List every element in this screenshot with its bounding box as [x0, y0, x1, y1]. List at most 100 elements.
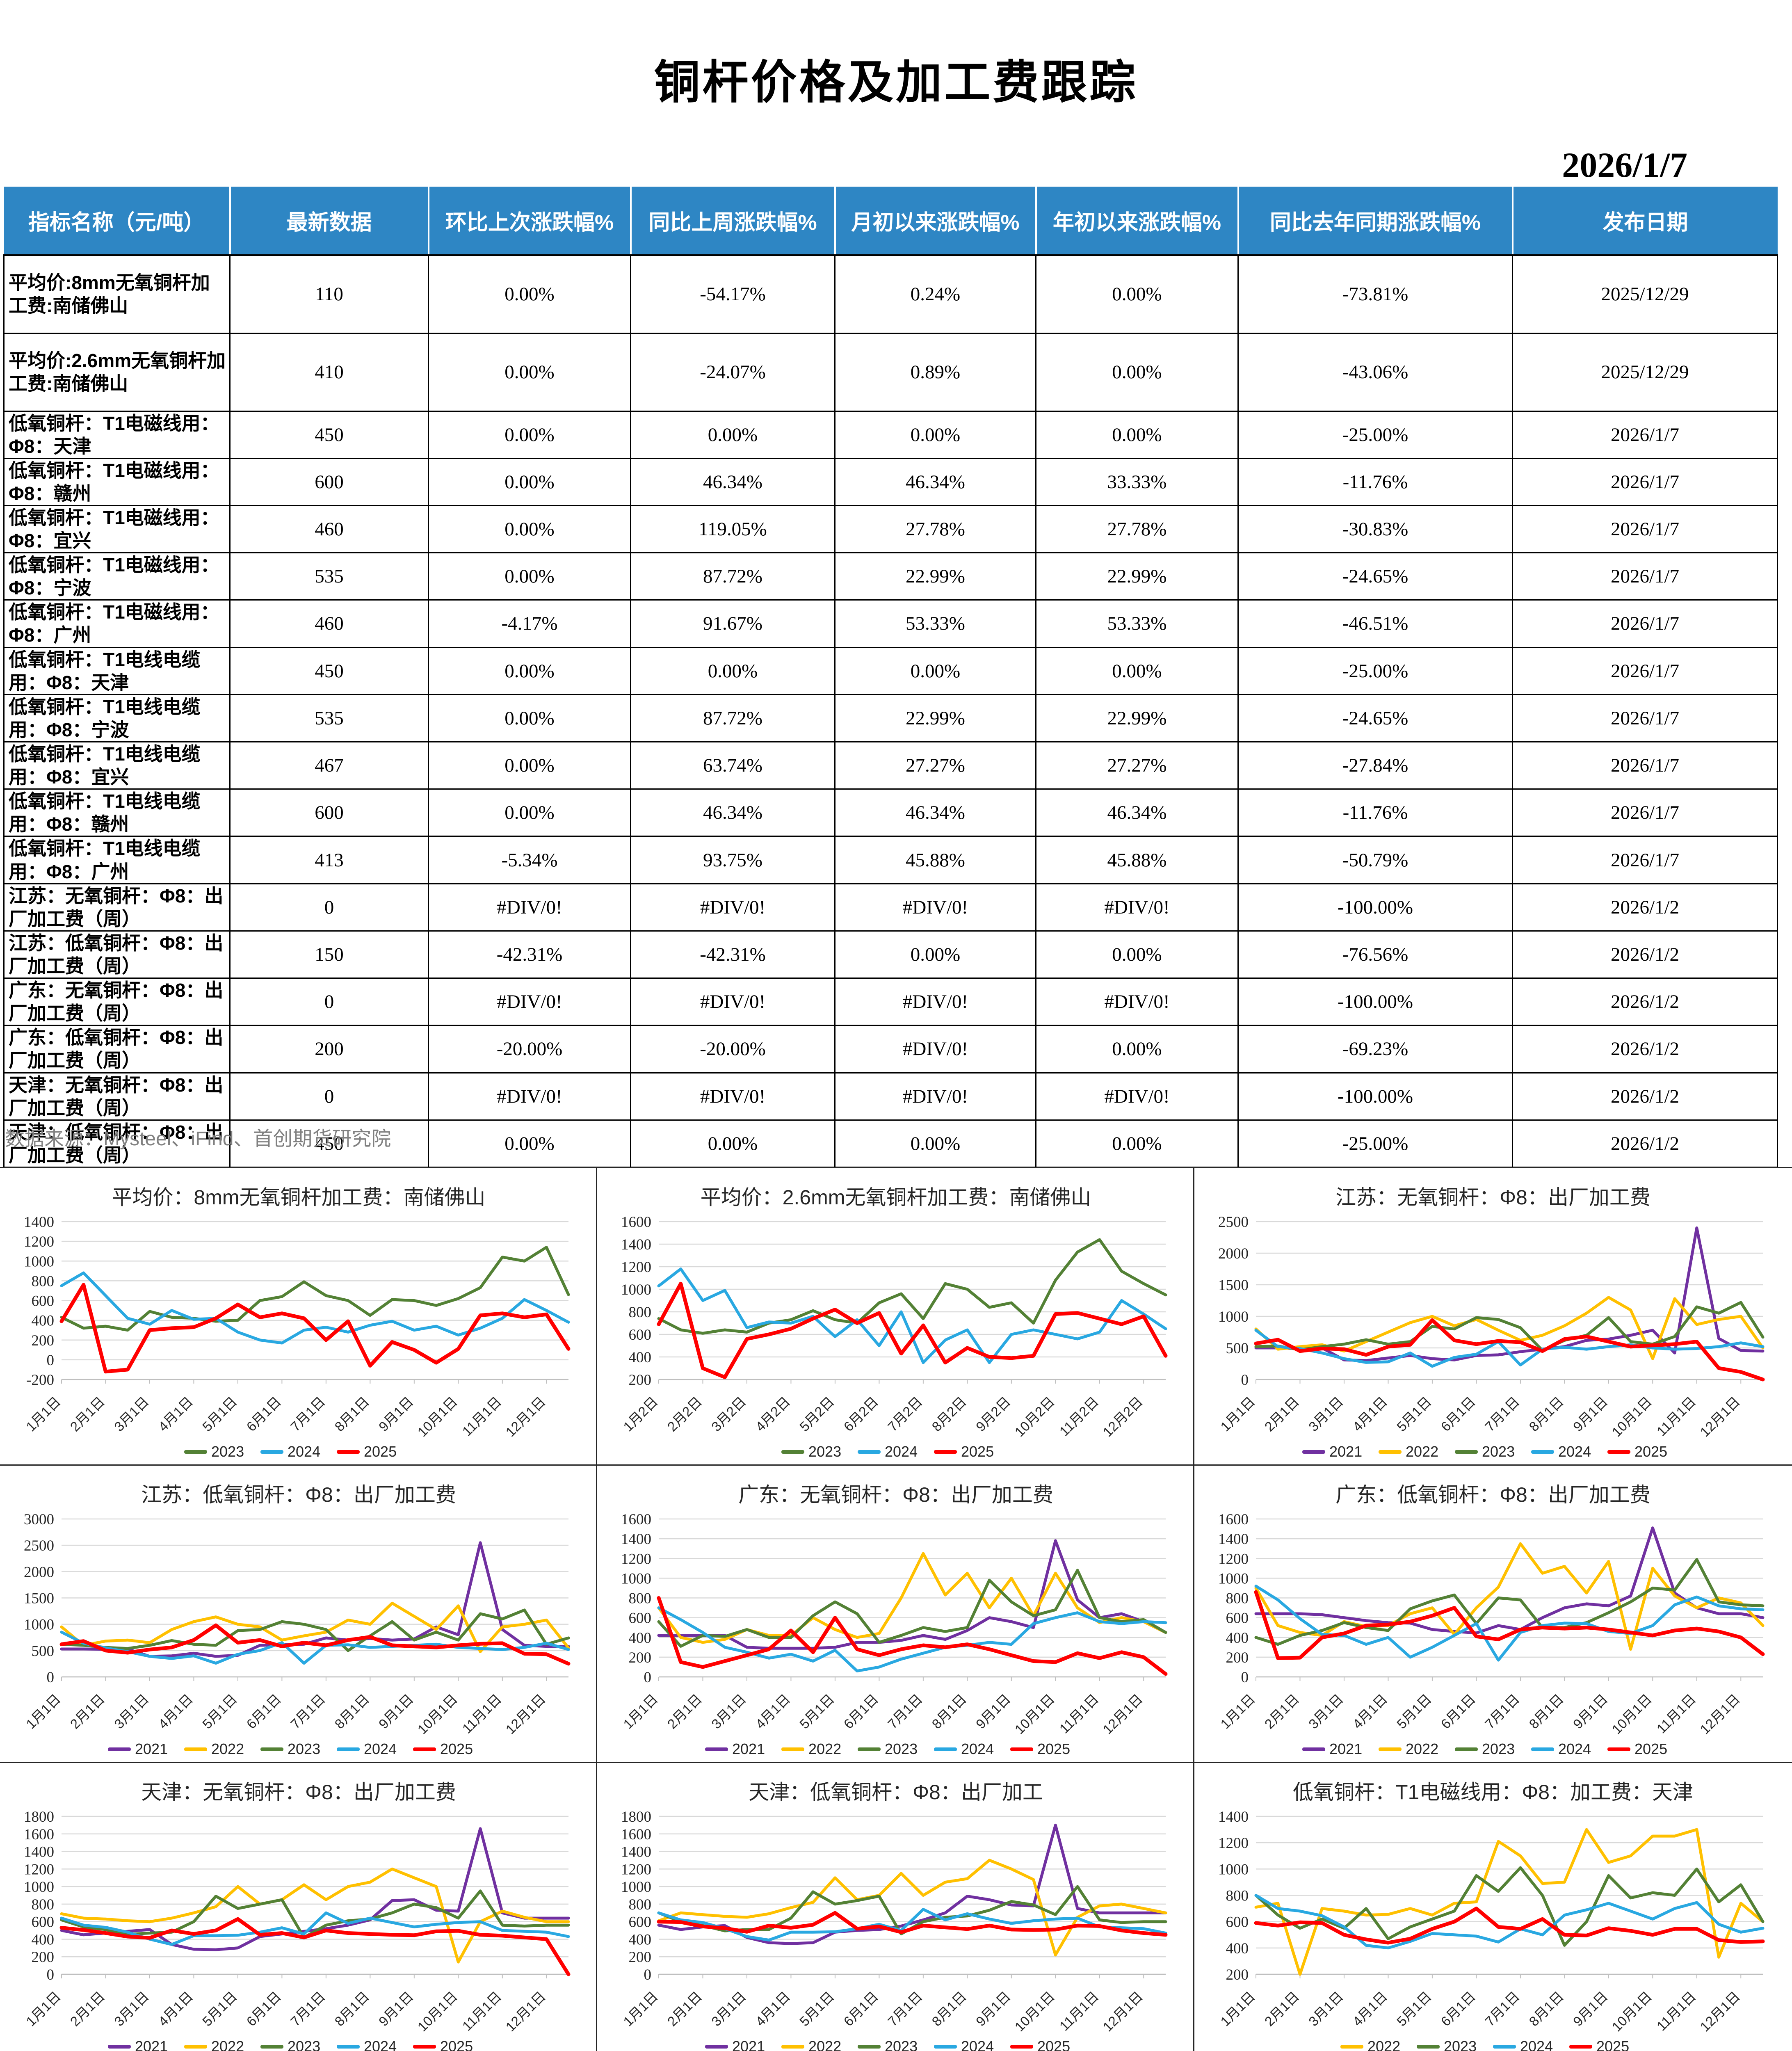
table-cell: 22.99%	[834, 552, 1036, 601]
table-cell: 46.34%	[630, 788, 836, 837]
svg-text:1200: 1200	[621, 1861, 651, 1878]
table-cell: 0.00%	[428, 1119, 631, 1168]
svg-text:7月1日: 7月1日	[1482, 1989, 1523, 2029]
indicator-name: 平均价:2.6mm无氧铜杆加工费:南储佛山	[3, 332, 231, 412]
table-cell: -25.00%	[1237, 1119, 1513, 1168]
svg-text:4月1日: 4月1日	[155, 1989, 196, 2029]
svg-text:2500: 2500	[1218, 1214, 1249, 1231]
svg-text:2000: 2000	[1218, 1245, 1249, 1262]
svg-text:600: 600	[1226, 1610, 1249, 1627]
legend-label-2023: 2023	[1444, 2038, 1477, 2051]
chart-8: 天津：低氧铜杆：Φ8：出厂加工 0 200 400 600 800 1000 1200 1400…	[597, 1763, 1194, 2051]
series-line-2024	[1254, 1894, 1765, 1950]
table-cell: 46.34%	[630, 457, 836, 506]
table-cell: #DIV/0!	[1035, 1072, 1239, 1121]
legend-label-2023: 2023	[885, 2038, 918, 2051]
svg-text:3月1日: 3月1日	[111, 1691, 152, 1732]
svg-text:800: 800	[629, 1304, 652, 1321]
table-cell: 0.00%	[1035, 646, 1239, 695]
table-cell: 0.00%	[1035, 410, 1239, 459]
table-cell: 0.89%	[834, 332, 1036, 412]
indicator-name: 江苏：无氧铜杆：Φ8：出厂加工费（周）	[3, 883, 231, 932]
indicator-name: 低氧铜杆：T1电磁线用：Φ8：赣州	[3, 457, 231, 506]
svg-text:1200: 1200	[24, 1861, 54, 1878]
svg-text:11月1日: 11月1日	[1654, 1989, 1699, 2034]
svg-text:10月2日: 10月2日	[1011, 1394, 1057, 1440]
svg-text:2月1日: 2月1日	[67, 1989, 108, 2029]
svg-text:8月1日: 8月1日	[929, 1691, 970, 1732]
svg-text:5月1日: 5月1日	[199, 1989, 240, 2029]
svg-text:1000: 1000	[621, 1281, 651, 1298]
svg-text:1400: 1400	[621, 1236, 651, 1253]
price-table-header: 指标名称（元/吨） 最新数据 环比上次涨跌幅% 同比上周涨跌幅% 月初以来涨跌幅% 年初以…	[4, 187, 1778, 256]
charts-grid: 平均价：8mm无氧铜杆加工费：南储佛山 -200 0 200 400 600 800 1000…	[0, 1167, 1792, 2051]
indicator-name: 平均价:8mm无氧铜杆加工费:南储佛山	[3, 254, 231, 334]
table-cell: 0.00%	[428, 332, 631, 412]
svg-text:600: 600	[32, 1293, 55, 1310]
svg-text:6月1日: 6月1日	[244, 1394, 284, 1434]
svg-text:400: 400	[629, 1630, 652, 1647]
table-cell: 2025/12/29	[1512, 254, 1778, 334]
svg-text:1月1日: 1月1日	[620, 1989, 661, 2029]
table-cell: #DIV/0!	[834, 883, 1036, 932]
series-line-2025	[1254, 1590, 1765, 1660]
table-cell: 27.78%	[1035, 505, 1239, 554]
legend-label-2025: 2025	[364, 1443, 397, 1460]
table-cell: 2026/1/7	[1512, 646, 1778, 695]
table-cell: #DIV/0!	[1035, 978, 1239, 1026]
svg-text:6月1日: 6月1日	[244, 1989, 284, 2029]
svg-text:1月1日: 1月1日	[620, 1691, 661, 1732]
svg-text:5月1日: 5月1日	[797, 1691, 837, 1732]
table-cell: 2026/1/7	[1512, 741, 1778, 790]
table-cell: 467	[229, 741, 429, 790]
table-cell: 22.99%	[1035, 694, 1239, 743]
svg-text:1月1日: 1月1日	[1217, 1989, 1258, 2029]
svg-text:8月1日: 8月1日	[1526, 1691, 1567, 1732]
svg-text:10月1日: 10月1日	[414, 1989, 460, 2035]
data-source-note: 数据来源：Mysteel、iFind、首创期货研究院	[5, 1128, 391, 1150]
column-header-3: 同比上周涨跌幅%	[630, 187, 836, 256]
table-cell: 2026/1/7	[1512, 694, 1778, 743]
table-cell: 0.00%	[1035, 930, 1239, 979]
svg-text:3月2日: 3月2日	[708, 1394, 749, 1434]
svg-text:1600: 1600	[1218, 1511, 1249, 1528]
legend-label-2024: 2024	[1520, 2038, 1553, 2051]
svg-text:2月2日: 2月2日	[664, 1394, 705, 1434]
legend-label-2023: 2023	[1482, 1443, 1515, 1460]
table-row: 低氧铜杆：T1电线电缆用：Φ8：宜兴 467 0.00% 63.74% 27.27% 27…	[3, 741, 1778, 790]
chart-1: 平均价：8mm无氧铜杆加工费：南储佛山 -200 0 200 400 600 800 1000…	[0, 1168, 597, 1466]
svg-text:1400: 1400	[1218, 1809, 1249, 1825]
table-row: 低氧铜杆：T1电线电缆用：Φ8：赣州 600 0.00% 46.34% 46.34% 46…	[3, 788, 1778, 837]
table-cell: -20.00%	[630, 1025, 836, 1073]
series-line-2025	[1254, 1318, 1765, 1382]
table-cell: 450	[229, 410, 429, 459]
svg-text:8月1日: 8月1日	[332, 1394, 372, 1434]
svg-text:12月1日: 12月1日	[1697, 1691, 1743, 1737]
legend-label-2022: 2022	[808, 2038, 841, 2051]
svg-text:600: 600	[629, 1914, 652, 1931]
svg-text:11月1日: 11月1日	[459, 1691, 504, 1736]
legend-label-2022: 2022	[1406, 1443, 1438, 1460]
table-cell: -42.31%	[428, 930, 631, 979]
table-row: 江苏：无氧铜杆：Φ8：出厂加工费（周） 0 #DIV/0! #DIV/0! #DIV/0…	[3, 883, 1778, 932]
svg-text:11月1日: 11月1日	[1057, 1989, 1102, 2034]
legend-label-2021: 2021	[135, 1740, 168, 1757]
svg-text:200: 200	[32, 1949, 55, 1966]
svg-text:200: 200	[629, 1372, 652, 1389]
svg-text:3月1日: 3月1日	[1306, 1394, 1346, 1434]
svg-text:广东：无氧铜杆：Φ8：出厂加工费: 广东：无氧铜杆：Φ8：出厂加工费	[738, 1483, 1053, 1506]
series-line-2024	[60, 1271, 570, 1345]
table-cell: 0.00%	[428, 552, 631, 601]
legend-label-2021: 2021	[732, 2038, 765, 2051]
table-cell: -27.84%	[1237, 741, 1513, 790]
svg-text:9月1日: 9月1日	[973, 1691, 1014, 1732]
svg-text:1500: 1500	[24, 1590, 54, 1607]
svg-text:4月1日: 4月1日	[753, 1691, 793, 1732]
svg-text:0: 0	[1241, 1372, 1249, 1389]
svg-text:9月1日: 9月1日	[1570, 1691, 1611, 1732]
table-cell: #DIV/0!	[630, 883, 836, 932]
svg-text:1月2日: 1月2日	[620, 1394, 661, 1434]
svg-text:1月1日: 1月1日	[1217, 1691, 1258, 1732]
legend-label-2025: 2025	[1634, 1740, 1667, 1757]
svg-text:0: 0	[47, 1966, 55, 1983]
